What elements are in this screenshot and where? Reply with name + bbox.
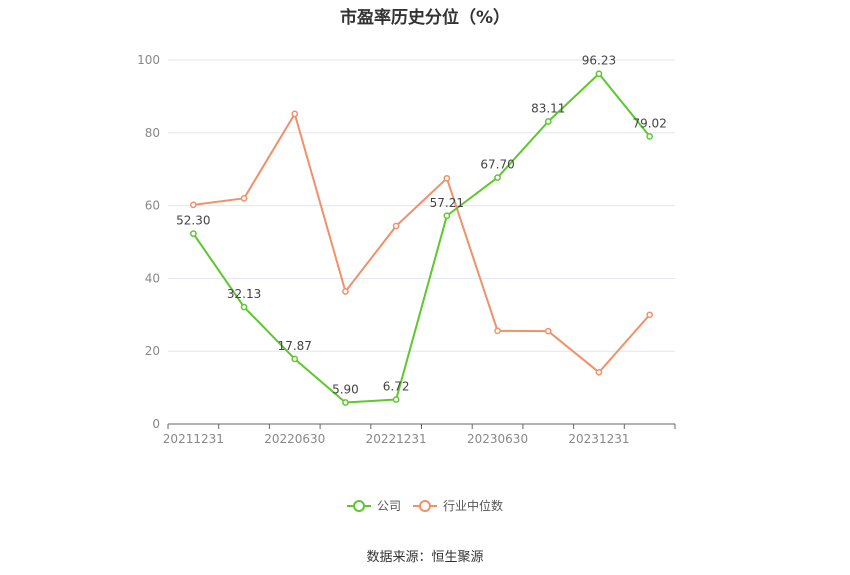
data-point-s1-0 xyxy=(190,201,197,209)
data-point-s0-1 xyxy=(240,303,248,311)
legend-label-industry-median: 行业中位数 xyxy=(443,499,504,513)
data-point-s1-4 xyxy=(392,222,400,230)
y-tick-label-40: 40 xyxy=(145,271,160,285)
data-label-6: 67.70 xyxy=(480,158,514,172)
data-point-s0-4 xyxy=(392,396,400,403)
chart-title: 市盈率历史分位（%） xyxy=(339,8,511,28)
data-label-4: 6.72 xyxy=(383,380,410,394)
x-tick-label-20211231: 20211231 xyxy=(163,432,224,446)
data-point-s1-2 xyxy=(291,110,299,118)
y-tick-label-100: 100 xyxy=(137,53,160,67)
data-point-s0-7 xyxy=(544,118,552,125)
data-labels: 52.30 32.13 17.87 5.90 6.72 57.21 67.70 83.11 96… xyxy=(176,54,667,397)
legend-label-company: 公司 xyxy=(376,499,401,513)
series-line-0 xyxy=(192,72,651,404)
data-label-3: 5.90 xyxy=(332,383,359,397)
data-label-9: 79.02 xyxy=(632,116,666,130)
axes: 0 20 40 60 80 100 20211231 20220630 20221231 2023… xyxy=(137,53,676,446)
x-tick-label-20221231: 20221231 xyxy=(366,432,427,446)
data-point-s1-1 xyxy=(240,194,248,202)
data-point-s0-0 xyxy=(190,230,197,237)
data-point-s0-8 xyxy=(595,70,603,78)
data-label-8: 96.23 xyxy=(582,54,616,68)
y-tick-label-80: 80 xyxy=(145,126,160,140)
legend-item-industry-median[interactable]: 行业中位数 xyxy=(413,497,503,514)
legend: 公司 行业中位数 xyxy=(0,497,850,514)
data-point-s0-6 xyxy=(494,174,501,181)
data-point-s1-6 xyxy=(494,327,501,335)
data-point-s0-2 xyxy=(291,355,299,363)
x-tick-label-20231231: 20231231 xyxy=(568,432,629,446)
grid-lines xyxy=(168,59,675,352)
x-tick-label-20220630: 20220630 xyxy=(264,432,325,446)
data-label-5: 57.21 xyxy=(430,196,464,210)
y-tick-label-60: 60 xyxy=(145,199,160,213)
legend-swatch-industry-median xyxy=(413,499,437,513)
data-source: 数据来源：恒生聚源 xyxy=(366,550,484,565)
legend-item-company[interactable]: 公司 xyxy=(346,497,401,514)
data-point-s1-8 xyxy=(595,368,603,376)
y-tick-label-0: 0 xyxy=(152,417,160,431)
data-point-s1-5 xyxy=(443,174,451,182)
data-point-s0-3 xyxy=(342,399,349,406)
data-points xyxy=(190,70,654,406)
data-point-s0-9 xyxy=(646,133,654,140)
data-label-0: 52.30 xyxy=(176,214,210,228)
series-lines xyxy=(192,72,651,404)
data-point-s1-7 xyxy=(544,327,552,335)
x-tick-label-20230630: 20230630 xyxy=(467,432,528,446)
y-tick-label-20: 20 xyxy=(145,344,160,358)
data-label-2: 17.87 xyxy=(278,339,312,353)
series-line-1 xyxy=(193,112,651,374)
data-label-7: 83.11 xyxy=(531,101,565,115)
data-point-s1-3 xyxy=(342,288,349,295)
data-point-s0-5 xyxy=(443,212,451,220)
data-label-1: 32.13 xyxy=(227,287,261,301)
legend-swatch-company xyxy=(346,499,371,513)
data-point-s1-9 xyxy=(646,311,654,319)
